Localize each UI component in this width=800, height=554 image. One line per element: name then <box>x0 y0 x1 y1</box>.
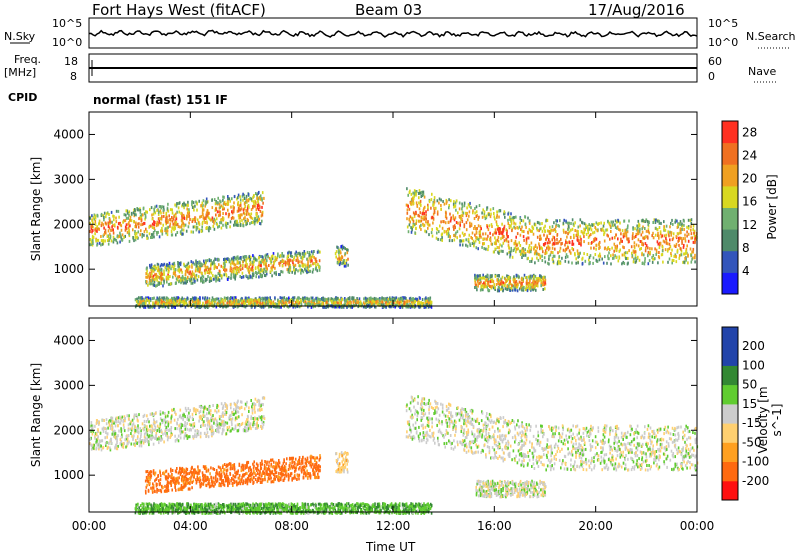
noise-tick-bottom-right: 10^0 <box>708 36 739 49</box>
velocity-colorbar-frame <box>721 326 739 501</box>
xtick-label-3: 12:00 <box>376 519 411 533</box>
velocity-colorbar-seg-4 <box>722 403 738 424</box>
freq-tick-top: 18 <box>64 55 78 68</box>
power-ytick-label-1000: 1000 <box>53 262 84 276</box>
nave-tick-top: 60 <box>708 55 722 68</box>
power-ytick-label-3000: 3000 <box>53 172 84 186</box>
power-ytick-label-2000: 2000 <box>53 217 84 231</box>
power-colorbar-tick-6: 28 <box>742 126 757 140</box>
power-colorbar-label: Power [dB] <box>765 174 779 240</box>
beam-title: Beam 03 <box>355 1 423 19</box>
velocity-echo-region-3 <box>405 395 699 472</box>
power-ytick-label-4000: 4000 <box>53 127 84 141</box>
power-colorbar-tick-4: 20 <box>742 172 757 186</box>
velocity-echo-region-2 <box>335 451 349 474</box>
power-echo-region-4 <box>474 273 547 293</box>
velocity-echo-region-5 <box>134 502 433 515</box>
xtick-label-2: 08:00 <box>274 519 309 533</box>
freq-unit: [MHz] <box>4 66 37 79</box>
noise-tick-bottom-left: 10^0 <box>52 36 83 49</box>
power-colorbar-seg-6 <box>722 142 738 165</box>
x-axis-label: Time UT <box>366 540 416 554</box>
nsearch-label: N.Search <box>746 30 796 43</box>
noise-trace <box>88 29 698 38</box>
velocity-colorbar-tick-0: 200 <box>742 339 765 353</box>
velocity-colorbar-tick-7: -200 <box>742 474 769 488</box>
velocity-colorbar-seg-2 <box>722 442 738 462</box>
velocity-colorbar-tick-4: -15 <box>742 416 762 430</box>
power-colorbar-tick-3: 16 <box>742 195 757 209</box>
velocity-colorbar-seg-5 <box>722 384 738 405</box>
power-colorbar-seg-7 <box>722 121 738 144</box>
noise-tick-top-left: 10^5 <box>52 17 83 30</box>
freq-label: Freq. <box>14 53 42 66</box>
velocity-colorbar-seg-6 <box>722 365 738 386</box>
xtick-label-1: 04:00 <box>173 519 208 533</box>
power-echo-region-2 <box>334 244 349 268</box>
power-colorbar-seg-0 <box>722 272 738 295</box>
power-colorbar-tick-1: 8 <box>742 241 750 255</box>
velocity-colorbar-tick-1: 100 <box>742 358 765 372</box>
power-colorbar-tick-2: 12 <box>742 218 757 232</box>
power-colorbar-seg-3 <box>722 207 738 230</box>
xtick-label-6: 00:00 <box>680 519 715 533</box>
velocity-echo-region-0 <box>89 396 266 452</box>
cpid-value: normal (fast) 151 IF <box>93 93 228 107</box>
velocity-ytick-label-4000: 4000 <box>53 333 84 347</box>
nave-tick-bottom: 0 <box>708 70 715 83</box>
noise-tick-top-right: 10^5 <box>708 17 739 30</box>
cpid-label: CPID <box>8 91 38 104</box>
power-echo-region-1 <box>145 249 321 288</box>
velocity-ytick-label-1000: 1000 <box>53 468 84 482</box>
date-title: 17/Aug/2016 <box>588 1 685 19</box>
velocity-colorbar-seg-8 <box>722 327 738 347</box>
xtick-label-4: 16:00 <box>477 519 512 533</box>
velocity-ytick-label-2000: 2000 <box>53 423 84 437</box>
power-colorbar-frame <box>721 120 739 295</box>
power-colorbar-seg-1 <box>722 250 738 273</box>
velocity-colorbar-seg-3 <box>722 423 738 443</box>
velocity-colorbar-tick-2: 50 <box>742 378 757 392</box>
velocity-colorbar-seg-0 <box>722 480 738 501</box>
velocity-ytick-label-3000: 3000 <box>53 378 84 392</box>
freq-tick-bottom: 8 <box>70 70 77 83</box>
power-ylabel: Slant Range [km] <box>29 156 43 262</box>
xtick-label-5: 20:00 <box>578 519 613 533</box>
power-colorbar-seg-2 <box>722 229 738 252</box>
power-echo-region-3 <box>405 187 698 266</box>
power-echo-region-0 <box>89 190 265 247</box>
velocity-colorbar-seg-7 <box>722 346 738 366</box>
power-colorbar-seg-4 <box>722 185 738 208</box>
velocity-echo-region-4 <box>475 479 547 499</box>
velocity-ylabel: Slant Range [km] <box>29 362 43 468</box>
velocity-colorbar-tick-6: -100 <box>742 455 769 469</box>
power-echo-region-5 <box>134 296 433 309</box>
nave-label: Nave <box>748 65 777 78</box>
velocity-colorbar-seg-1 <box>722 461 738 482</box>
station-title: Fort Hays West (fitACF) <box>92 1 266 19</box>
xtick-label-0: 00:00 <box>72 519 107 533</box>
nsky-label: N.Sky <box>4 30 36 43</box>
power-panel-bg <box>89 112 697 306</box>
velocity-colorbar-label: Velocity [m s^-1] <box>756 386 784 454</box>
velocity-colorbar-tick-5: -50 <box>742 435 762 449</box>
velocity-colorbar-tick-3: 15 <box>742 397 757 411</box>
power-colorbar-tick-0: 4 <box>742 264 750 278</box>
power-colorbar-tick-5: 24 <box>742 149 757 163</box>
power-colorbar-seg-5 <box>722 164 738 187</box>
velocity-echo-region-1 <box>144 454 322 495</box>
